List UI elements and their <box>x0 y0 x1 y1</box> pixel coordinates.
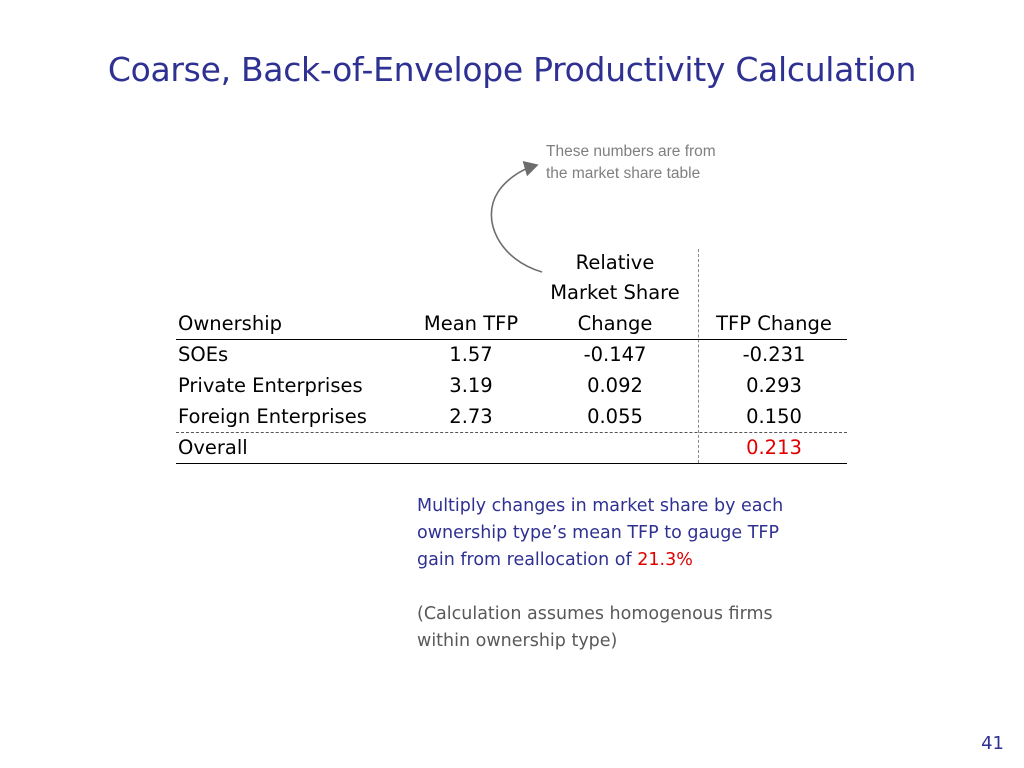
slide-title: Coarse, Back-of-Envelope Productivity Ca… <box>107 50 917 89</box>
tfp-table: Ownership Mean TFP Relative Market Share… <box>176 249 847 464</box>
table-row-overall: Overall 0.213 <box>176 432 847 463</box>
header-rule <box>176 339 847 340</box>
cell-tfp-change: 0.293 <box>746 374 802 397</box>
header-mean-tfp: Mean TFP <box>423 311 519 335</box>
cell-rel-change: 0.055 <box>587 405 643 428</box>
table-header-row: Ownership Mean TFP Relative Market Share… <box>176 249 847 339</box>
header-relative-market-share-change: Relative Market Share Change <box>540 248 690 340</box>
annotation-note: These numbers are from the market share … <box>546 141 786 185</box>
header-ownership: Ownership <box>178 311 282 335</box>
explanation-line3: gain from reallocation of 21.3% <box>417 547 817 574</box>
header-rel-line3: Change <box>577 311 653 335</box>
assumption-line2: within ownership type) <box>417 631 618 651</box>
annotation-note-line2: the market share table <box>546 165 701 182</box>
explanation-line2: ownership type’s mean TFP to gauge TFP <box>417 523 780 543</box>
cell-tfp-change: -0.231 <box>742 343 806 366</box>
table-row: Private Enterprises 3.19 0.092 0.293 <box>176 370 847 401</box>
cell-tfp-change: 0.150 <box>746 405 802 428</box>
bottom-rule <box>176 463 847 464</box>
header-rel-line2: Market Share <box>550 281 680 304</box>
cell-mean-tfp: 2.73 <box>449 405 493 428</box>
page-number: 41 <box>981 733 1004 754</box>
cell-rel-change: 0.092 <box>587 374 643 397</box>
cell-mean-tfp: 1.57 <box>449 343 493 366</box>
annotation-note-line1: These numbers are from <box>546 143 716 160</box>
column-divider <box>698 249 699 463</box>
table-row: Foreign Enterprises 2.73 0.055 0.150 <box>176 401 847 432</box>
cell-overall-label: Overall <box>178 436 248 459</box>
header-rel-line1: Relative <box>575 250 655 274</box>
assumption-text: (Calculation assumes homogenous firms wi… <box>417 601 817 655</box>
overall-dashed-rule <box>176 432 847 433</box>
table-row: SOEs 1.57 -0.147 -0.231 <box>176 339 847 370</box>
cell-ownership: SOEs <box>178 343 229 366</box>
cell-overall-tfp-change: 0.213 <box>746 436 802 459</box>
cell-rel-change: -0.147 <box>583 343 647 366</box>
cell-mean-tfp: 3.19 <box>449 374 493 397</box>
curved-arrow-icon <box>490 160 543 273</box>
header-tfp-change: TFP Change <box>716 311 832 335</box>
explanation-line1: Multiply changes in market share by each <box>417 496 784 516</box>
explanation-text: Multiply changes in market share by each… <box>417 493 817 574</box>
reallocation-gain-value: 21.3% <box>637 550 693 570</box>
assumption-line1: (Calculation assumes homogenous firms <box>417 604 773 624</box>
explanation-line3-prefix: gain from reallocation of <box>417 550 638 570</box>
cell-ownership: Foreign Enterprises <box>178 405 367 428</box>
cell-ownership: Private Enterprises <box>178 374 363 397</box>
